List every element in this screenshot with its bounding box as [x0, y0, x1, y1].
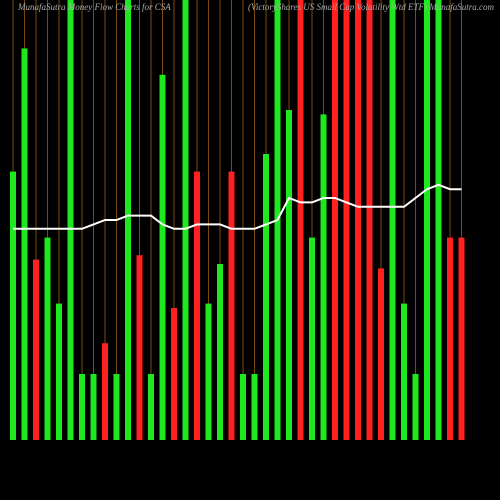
bar: [332, 0, 338, 440]
bar: [458, 237, 465, 440]
bar: [159, 74, 166, 441]
bar: [378, 268, 384, 440]
bar: [205, 303, 212, 440]
bar: [240, 374, 246, 440]
bar: [10, 171, 16, 440]
bar: [320, 114, 327, 441]
bar: [79, 374, 85, 440]
bar: [263, 154, 269, 440]
bar: [447, 237, 453, 440]
chart-subtitle: (VictoryShares US Small Cap Volatility W…: [248, 2, 494, 12]
money-flow-line: [13, 183, 462, 230]
bar: [412, 374, 419, 440]
bar: [136, 255, 143, 440]
bar: [113, 374, 120, 440]
bar: [33, 259, 39, 440]
bar: [286, 110, 292, 440]
bar: [309, 237, 315, 440]
bar: [21, 48, 28, 441]
bar: [194, 171, 200, 440]
bar: [56, 303, 62, 440]
bar: [343, 0, 350, 440]
bar: [401, 303, 407, 440]
bar: [171, 308, 177, 440]
bar: [355, 0, 361, 440]
bar: [90, 374, 97, 440]
bar: [217, 264, 223, 440]
bar: [435, 0, 442, 440]
bar: [251, 374, 258, 440]
bar: [67, 0, 74, 440]
bar: [228, 171, 235, 440]
bar: [424, 0, 430, 440]
bar: [102, 343, 108, 440]
bar: [366, 0, 373, 440]
bar: [297, 0, 304, 440]
bar: [44, 237, 51, 440]
bar: [148, 374, 154, 440]
bar: [182, 0, 189, 440]
bar: [389, 0, 396, 440]
bar: [125, 0, 131, 440]
chart-title: MunafaSutra Money Flow Charts for CSA: [17, 2, 171, 12]
